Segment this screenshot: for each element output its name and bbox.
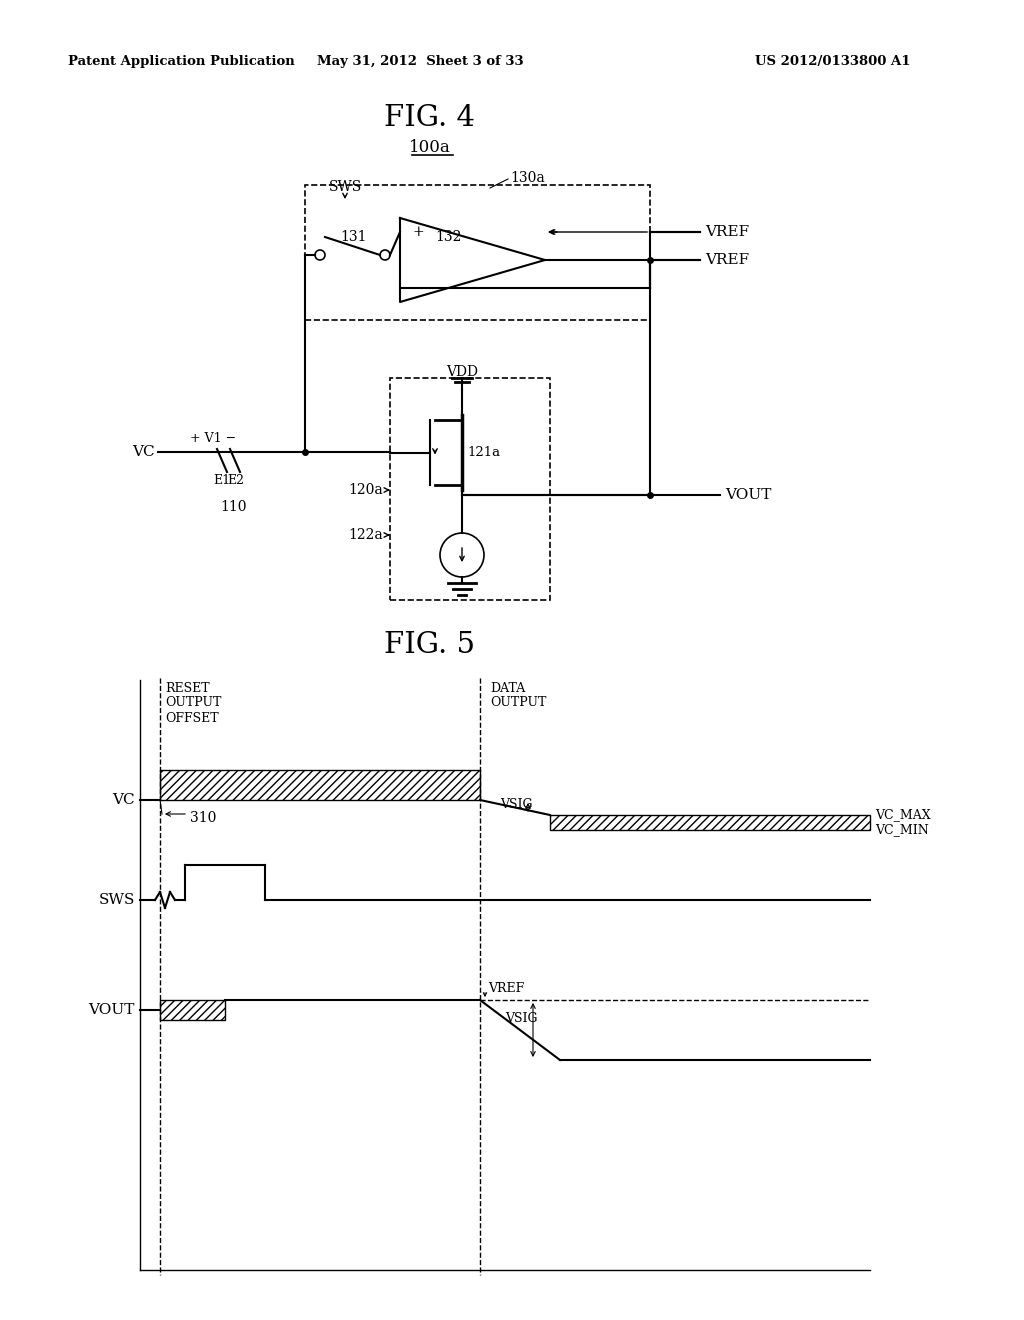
- Text: −: −: [412, 281, 424, 294]
- Text: VSIG: VSIG: [500, 799, 532, 812]
- Text: VC_MIN: VC_MIN: [874, 824, 929, 837]
- Bar: [390, 378, 550, 601]
- Text: VOUT: VOUT: [89, 1003, 135, 1016]
- Text: 130a: 130a: [510, 172, 545, 185]
- Text: VC: VC: [113, 793, 135, 807]
- Text: E1: E1: [213, 474, 230, 487]
- Text: VOUT: VOUT: [725, 488, 771, 502]
- Text: VREF: VREF: [705, 224, 750, 239]
- Text: May 31, 2012  Sheet 3 of 33: May 31, 2012 Sheet 3 of 33: [316, 55, 523, 69]
- Bar: [550, 814, 870, 830]
- Bar: [160, 1001, 225, 1020]
- Text: OUTPUT: OUTPUT: [490, 697, 547, 710]
- Text: SWS: SWS: [329, 180, 361, 194]
- Text: FIG. 5: FIG. 5: [384, 631, 475, 659]
- Text: 121a: 121a: [467, 446, 500, 459]
- Text: + V1 −: + V1 −: [190, 432, 237, 445]
- Text: VC: VC: [132, 445, 155, 459]
- Text: 122a: 122a: [348, 528, 383, 543]
- Text: VREF: VREF: [488, 982, 524, 994]
- Text: VDD: VDD: [446, 366, 478, 379]
- Text: RESET: RESET: [165, 681, 210, 694]
- Text: FIG. 4: FIG. 4: [384, 104, 475, 132]
- Text: 100a: 100a: [410, 140, 451, 157]
- Text: Patent Application Publication: Patent Application Publication: [68, 55, 295, 69]
- Text: VREF: VREF: [705, 253, 750, 267]
- Text: 310: 310: [190, 810, 216, 825]
- Text: E2: E2: [227, 474, 244, 487]
- Bar: [305, 185, 650, 319]
- Text: 131: 131: [340, 230, 367, 244]
- Text: OUTPUT: OUTPUT: [165, 697, 221, 710]
- Text: VC_MAX: VC_MAX: [874, 808, 931, 821]
- Text: 120a: 120a: [348, 483, 383, 498]
- Bar: [160, 770, 480, 800]
- Text: DATA: DATA: [490, 681, 525, 694]
- Text: OFFSET: OFFSET: [165, 711, 219, 725]
- Text: SWS: SWS: [98, 894, 135, 907]
- Text: 110: 110: [220, 500, 247, 513]
- Text: VSIG: VSIG: [505, 1011, 538, 1024]
- Text: 132: 132: [435, 230, 462, 244]
- Text: +: +: [412, 224, 424, 239]
- Text: US 2012/0133800 A1: US 2012/0133800 A1: [755, 55, 910, 69]
